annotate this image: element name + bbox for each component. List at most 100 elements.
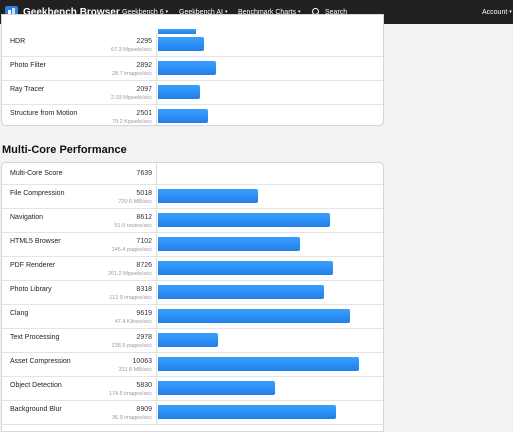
column-divider xyxy=(156,305,157,328)
row-name: Photo Filter xyxy=(10,62,46,69)
benchmark-row: File Compression 5018 720.6 MB/sec xyxy=(2,185,383,209)
column-divider xyxy=(156,233,157,256)
row-throughput: 238.5 pages/sec xyxy=(111,343,152,349)
chevron-down-icon: ▾ xyxy=(509,9,512,15)
row-name: HDR xyxy=(10,38,26,45)
chevron-down-icon: ▾ xyxy=(165,9,169,15)
score-bar xyxy=(158,309,350,323)
column-divider xyxy=(156,257,157,280)
benchmark-row: Object Detection 5830 174.5 images/sec xyxy=(2,377,383,401)
nav-geekbench-ai-dropdown[interactable]: Geekbench AI ▾ xyxy=(179,0,228,24)
row-name: File Compression xyxy=(10,190,65,197)
benchmark-row: PDF Renderer 8726 201.2 Mpixels/sec xyxy=(2,257,383,281)
row-name: Multi-Core Score xyxy=(10,170,63,177)
multi-core-section-title: Multi-Core Performance xyxy=(2,144,127,156)
benchmark-row: HTML5 Browser 7102 145.4 pages/sec xyxy=(2,233,383,257)
row-score: 8909 xyxy=(136,406,152,413)
row-score: 5830 xyxy=(136,382,152,389)
benchmark-row: Ray Tracer 2097 2.03 Mpixels/sec xyxy=(2,81,383,105)
nav-account-dropdown[interactable]: Account ▾ xyxy=(482,0,512,24)
row-name: Structure from Motion xyxy=(10,110,78,117)
row-name: Object Detection xyxy=(10,382,62,389)
column-divider xyxy=(156,353,157,376)
column-divider xyxy=(156,163,157,184)
row-name: Ray Tracer xyxy=(10,86,45,93)
column-divider xyxy=(156,209,157,232)
benchmark-row: Photo Filter 2892 28.7 images/sec xyxy=(2,57,383,81)
benchmark-row: Navigation 8612 51.9 routes/sec xyxy=(2,209,383,233)
row-throughput: 2.03 Mpixels/sec xyxy=(111,95,152,101)
score-bar xyxy=(158,109,208,123)
nav-item-label: Benchmark Charts xyxy=(238,8,296,16)
row-throughput: 201.2 Mpixels/sec xyxy=(107,271,152,277)
row-throughput: 145.4 pages/sec xyxy=(111,247,152,253)
row-name: Photo Library xyxy=(10,286,52,293)
row-throughput: 36.9 images/sec xyxy=(111,415,152,421)
row-score: 2097 xyxy=(136,86,152,93)
row-throughput: 79.2 Kpixels/sec xyxy=(111,119,152,125)
benchmark-row: Background Blur 8909 36.9 images/sec xyxy=(2,401,383,425)
chevron-down-icon: ▾ xyxy=(297,9,301,15)
nav-item-label: Geekbench 6 xyxy=(122,8,164,16)
benchmark-row: HDR 2295 67.3 Mpixels/sec xyxy=(2,33,383,57)
row-score: 7102 xyxy=(136,238,152,245)
row-throughput: 112.9 images/sec xyxy=(109,295,152,301)
score-bar xyxy=(158,333,218,347)
row-throughput: 47.4 Klines/sec xyxy=(114,319,152,325)
account-label: Account xyxy=(482,8,508,16)
row-score: 9619 xyxy=(136,310,152,317)
score-bar xyxy=(158,357,359,371)
row-score: 7639 xyxy=(136,170,152,177)
row-score: 8612 xyxy=(136,214,152,221)
column-divider xyxy=(156,329,157,352)
brand-name: Geekbench Browser xyxy=(23,6,120,18)
column-divider xyxy=(156,105,157,125)
row-score: 8726 xyxy=(136,262,152,269)
cut-off-score-bar xyxy=(158,29,196,34)
multi-core-results-card: Multi-Core Score 7639 File Compression 50… xyxy=(1,162,384,432)
row-throughput: 67.3 Mpixels/sec xyxy=(111,47,152,53)
score-bar xyxy=(158,213,330,227)
nav-geekbench-6-dropdown[interactable]: Geekbench 6 ▾ xyxy=(122,0,168,24)
row-score: 2978 xyxy=(136,334,152,341)
row-name: Navigation xyxy=(10,214,44,221)
row-name: Background Blur xyxy=(10,406,62,413)
score-bar xyxy=(158,381,275,395)
column-divider xyxy=(156,57,157,80)
row-name: Asset Compression xyxy=(10,358,71,365)
column-divider xyxy=(156,377,157,400)
row-score: 2295 xyxy=(136,38,152,45)
column-divider xyxy=(156,81,157,104)
benchmark-row: Structure from Motion 2501 79.2 Kpixels/se… xyxy=(2,105,383,125)
nav-benchmark-charts-dropdown[interactable]: Benchmark Charts ▾ xyxy=(238,0,300,24)
row-throughput: 311.8 MB/sec xyxy=(118,367,152,373)
row-score: 5018 xyxy=(136,190,152,197)
row-name: HTML5 Browser xyxy=(10,238,61,245)
multi-core-score-row: Multi-Core Score 7639 xyxy=(2,163,383,185)
score-bar xyxy=(158,405,336,419)
row-score: 2501 xyxy=(136,110,152,117)
score-bar xyxy=(158,189,258,203)
score-bar xyxy=(158,61,216,75)
row-throughput: 174.5 images/sec xyxy=(108,391,152,397)
column-divider xyxy=(156,401,157,424)
chevron-down-icon: ▾ xyxy=(224,9,228,15)
row-name: Clang xyxy=(10,310,29,317)
benchmark-row: Photo Library 8318 112.9 images/sec xyxy=(2,281,383,305)
score-bar xyxy=(158,285,324,299)
row-throughput: 28.7 images/sec xyxy=(111,71,152,77)
score-bar xyxy=(158,37,204,51)
score-bar xyxy=(158,237,300,251)
row-throughput: 720.6 MB/sec xyxy=(118,199,152,205)
row-score: 8318 xyxy=(136,286,152,293)
nav-item-label: Geekbench AI xyxy=(179,8,223,16)
benchmark-row: Clang 9619 47.4 Klines/sec xyxy=(2,305,383,329)
score-bar xyxy=(158,261,333,275)
score-bar xyxy=(158,85,200,99)
row-throughput: 51.9 routes/sec xyxy=(114,223,152,229)
column-divider xyxy=(156,185,157,208)
row-name: PDF Renderer xyxy=(10,262,56,269)
row-score: 2892 xyxy=(136,62,152,69)
column-divider xyxy=(156,281,157,304)
column-divider xyxy=(156,33,157,56)
